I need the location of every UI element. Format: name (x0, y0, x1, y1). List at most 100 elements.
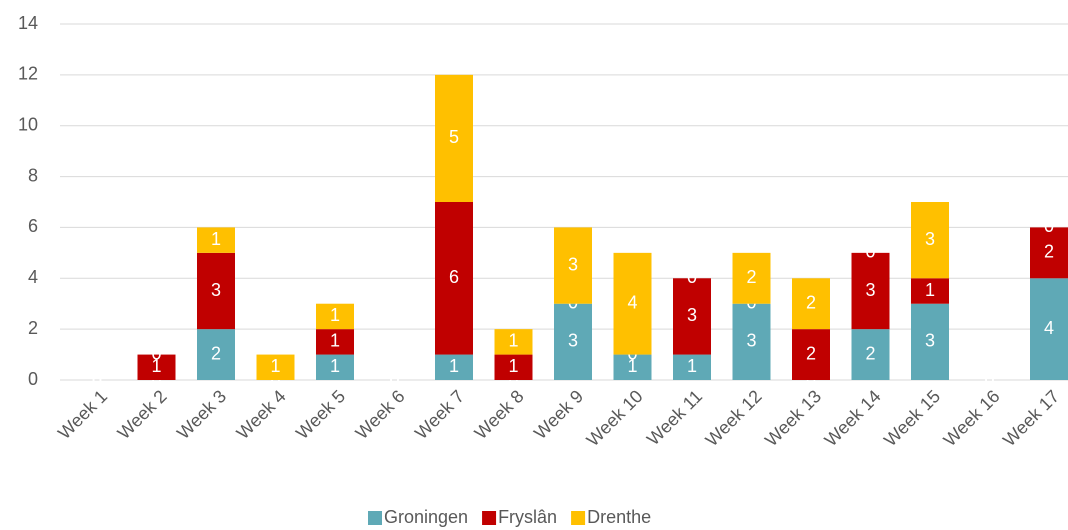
bar-segment (494, 354, 533, 380)
data-label: 2 (1044, 242, 1054, 262)
data-label: 0 (92, 369, 102, 389)
data-label: 3 (925, 229, 935, 249)
bar-segment (435, 354, 473, 380)
data-label: 0 (984, 369, 994, 389)
x-tick-label: Week 8 (471, 386, 528, 443)
bar-segment (911, 303, 949, 380)
y-tick-label: 6 (28, 216, 38, 236)
x-tick-label: Week 16 (940, 386, 1004, 450)
x-tick-label: Week 1 (54, 386, 111, 443)
data-label: 1 (151, 356, 161, 376)
data-label: 6 (449, 267, 459, 287)
x-tick-label: Week 12 (702, 386, 766, 450)
x-tick-label: Week 15 (880, 386, 944, 450)
legend-label: Drenthe (587, 507, 651, 527)
x-tick-label: Week 6 (352, 386, 409, 443)
data-label: 2 (806, 343, 816, 363)
data-label: 0 (984, 369, 994, 389)
data-label: 3 (687, 305, 697, 325)
bar-segment (435, 74, 473, 202)
data-label: 4 (627, 292, 637, 312)
data-label: 1 (211, 229, 221, 249)
bar-segment (792, 278, 830, 330)
data-label: 0 (389, 369, 399, 389)
data-label: 0 (1044, 216, 1054, 236)
x-tick-label: Week 2 (114, 386, 171, 443)
bar-segment (851, 329, 890, 380)
data-label: 0 (151, 343, 161, 363)
data-label: 1 (925, 280, 935, 300)
y-tick-label: 10 (18, 114, 38, 134)
x-tick-label: Week 14 (821, 386, 885, 450)
bar-segment (494, 329, 533, 355)
data-label: 1 (508, 331, 518, 351)
data-label: 3 (568, 254, 578, 274)
data-label: 3 (568, 331, 578, 351)
data-label: 2 (865, 343, 875, 363)
x-tick-label: Week 13 (761, 386, 825, 450)
x-tick-label: Week 4 (233, 386, 290, 443)
data-label: 0 (92, 369, 102, 389)
data-label: 1 (627, 356, 637, 376)
bar-segment (316, 329, 354, 355)
legend-label: Fryslân (498, 507, 557, 527)
bar-segment (732, 252, 771, 304)
data-label: 0 (92, 369, 102, 389)
bar-segment (613, 252, 652, 355)
bar-segment (673, 354, 711, 380)
bar-segment (851, 252, 890, 330)
data-label: 3 (746, 331, 756, 351)
data-label: 5 (449, 127, 459, 147)
legend-swatch (482, 511, 497, 525)
bar-segment (316, 354, 354, 380)
y-tick-label: 8 (28, 165, 38, 185)
data-label: 3 (211, 280, 221, 300)
legend-swatch (368, 511, 382, 525)
bar-segment (911, 202, 949, 279)
data-label: 1 (508, 356, 518, 376)
legend-swatch (571, 511, 586, 525)
x-tick-label: Week 5 (292, 386, 349, 443)
bar-segment (911, 278, 949, 304)
bar-segment (732, 303, 771, 380)
data-label: 2 (211, 343, 221, 363)
bar-segment (1030, 278, 1068, 380)
data-label: 1 (449, 356, 459, 376)
data-label: 0 (389, 369, 399, 389)
data-label: 1 (270, 356, 280, 376)
data-label: 1 (330, 331, 340, 351)
data-label: 0 (687, 267, 697, 287)
x-tick-label: Week 9 (530, 386, 587, 443)
data-label: 2 (746, 267, 756, 287)
bar-segment (554, 303, 592, 380)
bar-segment (613, 354, 652, 380)
data-label: 0 (389, 369, 399, 389)
x-tick-label: Week 3 (173, 386, 230, 443)
bar-segment (554, 227, 592, 304)
bar-segment (197, 252, 235, 330)
data-label: 3 (925, 331, 935, 351)
data-label: 2 (806, 292, 816, 312)
y-tick-label: 14 (18, 13, 38, 33)
data-label: 0 (865, 242, 875, 262)
data-label: 3 (865, 280, 875, 300)
bar-segment (673, 278, 711, 355)
bar-segment (197, 227, 235, 253)
legend-label: Groningen (384, 507, 468, 527)
bar-segment (137, 354, 176, 380)
data-label: 1 (687, 356, 697, 376)
data-label: 4 (1044, 318, 1054, 338)
y-tick-label: 4 (28, 267, 38, 287)
y-tick-label: 12 (18, 64, 38, 84)
bar-segment (256, 354, 295, 380)
data-label: 0 (984, 369, 994, 389)
data-label: 1 (330, 356, 340, 376)
x-tick-label: Week 10 (583, 386, 647, 450)
data-label: 1 (330, 305, 340, 325)
x-tick-label: Week 7 (411, 386, 468, 443)
bar-segment (197, 329, 235, 380)
x-tick-label: Week 17 (999, 386, 1063, 450)
y-tick-label: 2 (28, 318, 38, 338)
bar-segment (1030, 227, 1068, 279)
bar-segment (435, 202, 473, 355)
